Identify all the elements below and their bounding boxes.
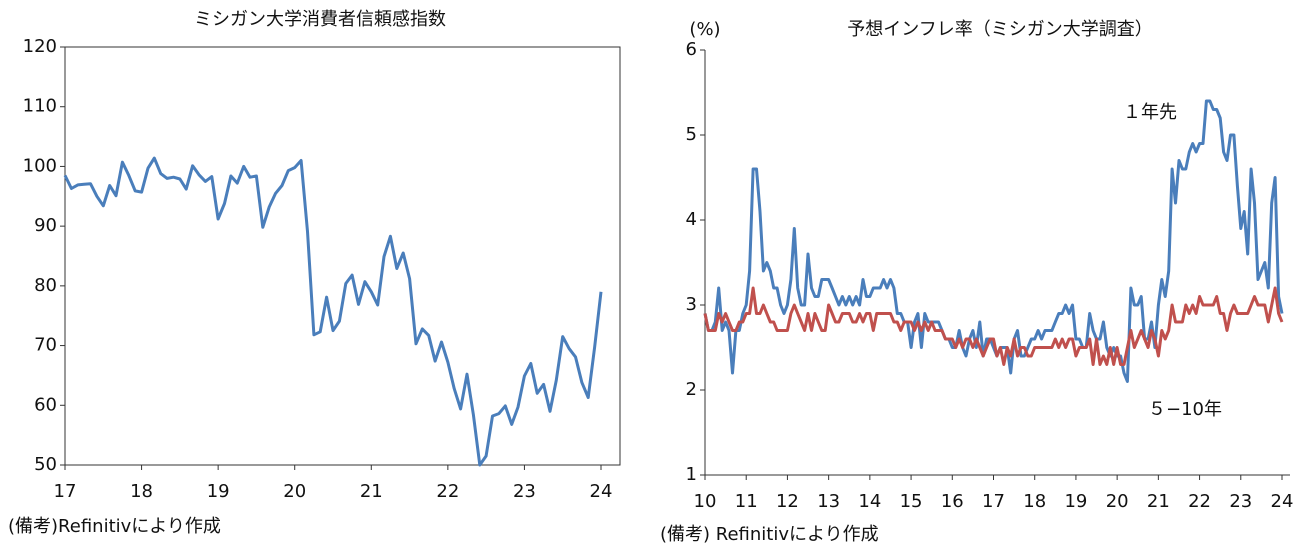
x-tick-label: 19 — [207, 481, 230, 502]
x-tick-label: 21 — [1147, 491, 1170, 512]
x-tick-label: 17 — [982, 491, 1005, 512]
x-tick-label: 20 — [283, 481, 306, 502]
x-tick-label: 13 — [817, 491, 840, 512]
series-label: ５−10年 — [1148, 399, 1222, 420]
y-tick-label: 2 — [686, 379, 697, 400]
x-tick-label: 15 — [900, 491, 923, 512]
y-tick-label: 4 — [686, 209, 697, 230]
chart-title: ミシガン大学消費者信頼感指数 — [194, 9, 446, 30]
y-tick-label: 5 — [686, 124, 697, 145]
y-tick-label: 100 — [23, 155, 57, 176]
plot-frame — [64, 46, 621, 466]
y-axis-unit: (%) — [689, 19, 720, 40]
x-tick-label: 16 — [941, 491, 964, 512]
x-tick-label: 18 — [1023, 491, 1046, 512]
x-tick-label: 11 — [735, 491, 758, 512]
series-label: １年先 — [1123, 102, 1177, 123]
x-tick-label: 10 — [694, 491, 717, 512]
x-tick-label: 17 — [54, 481, 77, 502]
x-tick-label: 14 — [858, 491, 881, 512]
x-tick-label: 12 — [776, 491, 799, 512]
series-line — [703, 99, 1284, 383]
x-tick-label: 20 — [1106, 491, 1129, 512]
x-tick-label: 24 — [1271, 491, 1294, 512]
y-tick-label: 6 — [686, 39, 697, 60]
y-tick-label: 1 — [686, 464, 697, 485]
y-tick-label: 50 — [34, 454, 57, 475]
x-tick-label: 21 — [360, 481, 383, 502]
y-tick-label: 120 — [23, 36, 57, 57]
y-tick-label: 80 — [34, 275, 57, 296]
source-note: (備考) Refinitivにより作成 — [660, 524, 879, 545]
x-tick-label: 23 — [513, 481, 536, 502]
x-tick-label: 22 — [436, 481, 459, 502]
source-note: (備考)Refinitivにより作成 — [8, 516, 221, 537]
y-tick-label: 90 — [34, 215, 57, 236]
y-tick-label: 3 — [686, 294, 697, 315]
y-tick-label: 70 — [34, 335, 57, 356]
x-tick-label: 22 — [1188, 491, 1211, 512]
series-line — [703, 286, 1284, 366]
y-tick-label: 110 — [23, 96, 57, 117]
x-tick-label: 24 — [590, 481, 613, 502]
x-tick-label: 18 — [130, 481, 153, 502]
x-tick-label: 23 — [1229, 491, 1252, 512]
series-line — [63, 156, 603, 467]
chart-title: 予想インフレ率（ミシガン大学調査） — [847, 19, 1152, 40]
y-tick-label: 60 — [34, 394, 57, 415]
x-tick-label: 19 — [1064, 491, 1087, 512]
